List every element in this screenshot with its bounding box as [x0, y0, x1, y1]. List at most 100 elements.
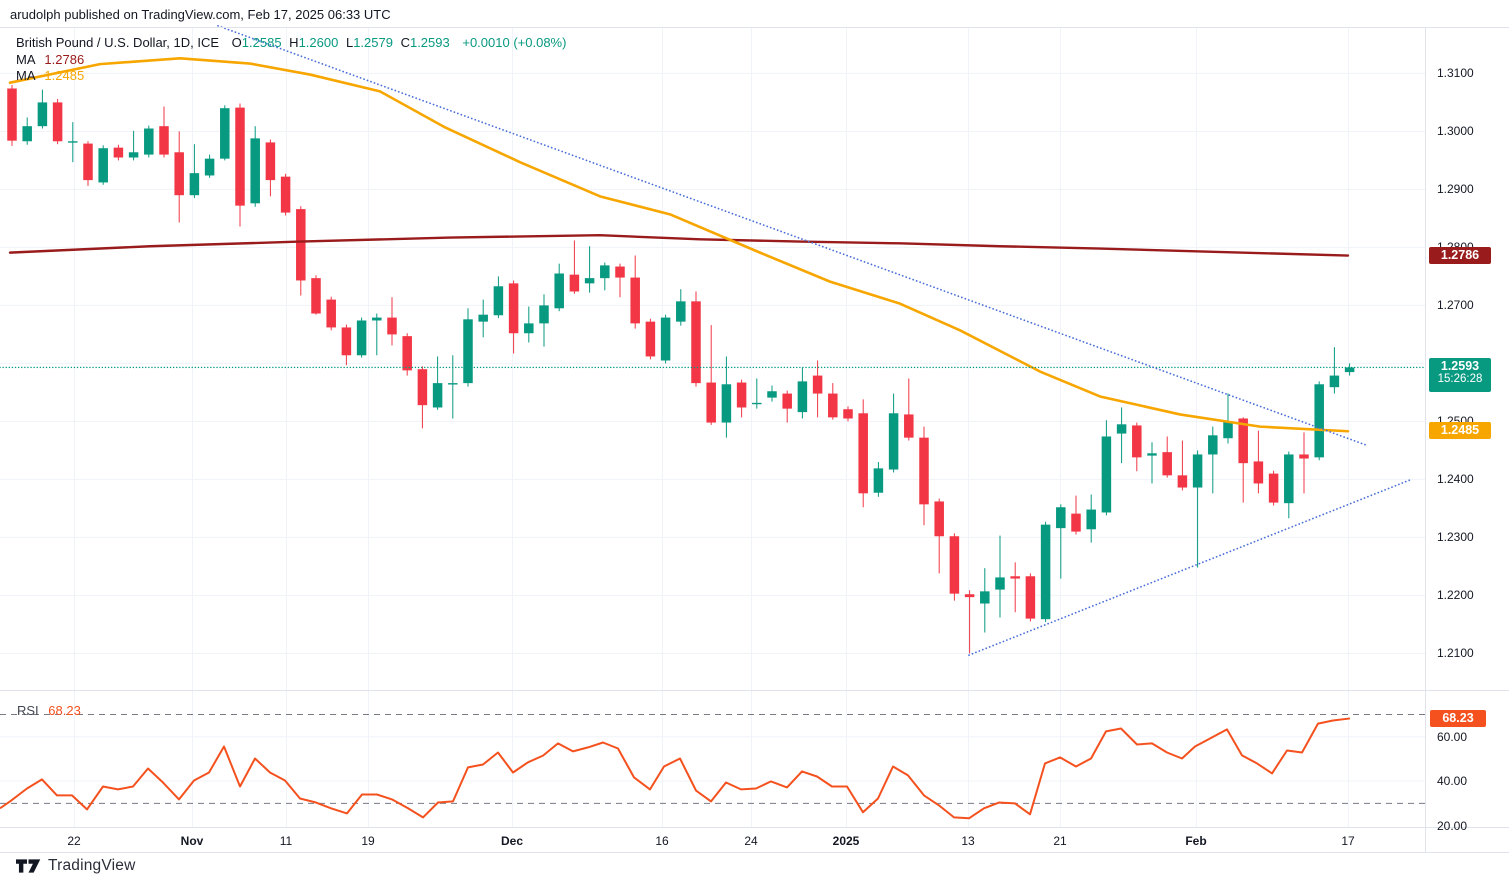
candle-body	[645, 321, 656, 357]
candle-body	[721, 384, 732, 423]
candle-body	[843, 409, 853, 419]
time-tick: 11	[279, 834, 293, 848]
candle-body	[68, 141, 78, 143]
candle-body	[1329, 375, 1340, 388]
candle-body	[1056, 507, 1066, 529]
rsi-label: RSI	[17, 703, 39, 718]
candle-body	[569, 274, 580, 292]
candle-body	[448, 383, 458, 385]
ma200-legend[interactable]: MA 1.2786	[16, 52, 84, 67]
ma200-value: 1.2786	[44, 52, 85, 67]
candle-body	[280, 176, 291, 213]
time-tick: Nov	[180, 834, 204, 848]
time-tick: Feb	[1185, 834, 1207, 848]
candle-body	[356, 320, 367, 356]
candle-body	[402, 336, 412, 371]
ma50-label: MA	[16, 68, 35, 83]
bar-countdown: 15:26:28	[1437, 373, 1483, 386]
candle-body	[812, 375, 823, 394]
rsi-tick: 20.00	[1437, 818, 1468, 833]
candle-body	[1147, 453, 1157, 456]
candle-body	[1284, 454, 1294, 504]
candle-body	[220, 108, 230, 159]
candle-body	[372, 317, 382, 321]
candle-body	[539, 305, 549, 324]
time-tick: 24	[744, 834, 758, 848]
candle-body	[417, 369, 428, 406]
time-tick: 21	[1053, 834, 1067, 848]
candle-body	[600, 265, 610, 279]
time-tick: Dec	[500, 834, 524, 848]
low-label: L	[345, 35, 354, 50]
rsi-value: 68.23	[48, 703, 81, 718]
change-value: +0.0010 (+0.08%)	[462, 35, 567, 50]
candle-body	[159, 126, 169, 155]
candle-body	[7, 88, 17, 141]
candle-body	[1116, 424, 1127, 434]
ma200-line	[8, 234, 1350, 257]
price-tick: 1.2100	[1437, 646, 1474, 661]
tradingview-logo-icon	[16, 859, 41, 873]
published-info: arudolph published on TradingView.com, F…	[10, 7, 391, 22]
open-value: 1.2585	[241, 35, 282, 50]
candle-body	[493, 286, 504, 316]
candle-body	[83, 143, 93, 181]
candle-body	[326, 299, 336, 328]
candle-body	[1314, 384, 1324, 458]
candle-body	[964, 594, 975, 598]
ma50-legend[interactable]: MA 1.2485	[16, 68, 84, 83]
time-tick: 2025	[832, 834, 860, 848]
candle-body	[174, 152, 184, 196]
high-label: H	[289, 35, 299, 50]
rsi-value-badge: 68.23	[1430, 710, 1486, 728]
candle-body	[858, 413, 868, 494]
low-value: 1.2579	[353, 35, 393, 50]
ma50-value: 1.2485	[44, 68, 85, 83]
candle-body	[250, 138, 260, 204]
ma50-price-badge: 1.2485	[1429, 421, 1491, 439]
symbol-legend[interactable]: British Pound / U.S. Dollar, 1D, ICE O1.…	[16, 35, 566, 50]
tradingview-logo[interactable]: TradingView	[16, 857, 136, 875]
candle-body	[1177, 475, 1188, 488]
rsi-line	[0, 717, 1351, 820]
candle-body	[904, 414, 914, 438]
price-tick: 1.2900	[1437, 182, 1474, 197]
close-label: C	[400, 35, 410, 50]
candle-body	[736, 382, 747, 408]
candle-body	[1010, 576, 1020, 579]
symbol-title: British Pound / U.S. Dollar, 1D, ICE	[16, 35, 220, 50]
open-label: O	[231, 35, 242, 50]
time-tick: 17	[1341, 834, 1355, 848]
high-value: 1.2600	[298, 35, 339, 50]
candle-body	[311, 278, 321, 314]
candle-body	[432, 383, 443, 408]
candle-body	[524, 323, 534, 334]
time-tick: 22	[67, 834, 81, 848]
candle-body	[1132, 425, 1142, 458]
candle-body	[265, 142, 276, 181]
price-tick: 1.2200	[1437, 588, 1474, 603]
candle-body	[828, 393, 838, 418]
candle-body	[767, 391, 777, 398]
price-tick: 1.2400	[1437, 472, 1474, 487]
price-tick: 1.3000	[1437, 124, 1474, 139]
rsi-legend[interactable]: RSI 68.23	[17, 703, 81, 718]
last-price-text: 1.2593	[1440, 359, 1480, 374]
candle-body	[128, 152, 139, 158]
last-price-badge: 1.2593 15:26:28	[1429, 358, 1491, 393]
candle-body	[888, 413, 899, 470]
candle-body	[1223, 421, 1233, 439]
candle-body	[52, 102, 63, 142]
candle-body	[782, 393, 792, 409]
candle-body	[478, 314, 488, 322]
ma200-price-badge: 1.2786	[1429, 247, 1491, 265]
candle-body	[1101, 436, 1112, 513]
candle-body	[98, 148, 108, 183]
close-value: 1.2593	[409, 35, 450, 50]
candle-body	[934, 501, 944, 537]
tradingview-brand-text: TradingView	[48, 857, 136, 874]
candle-body	[1040, 524, 1051, 620]
candle-body	[1025, 576, 1036, 619]
candle-body	[1268, 473, 1279, 503]
